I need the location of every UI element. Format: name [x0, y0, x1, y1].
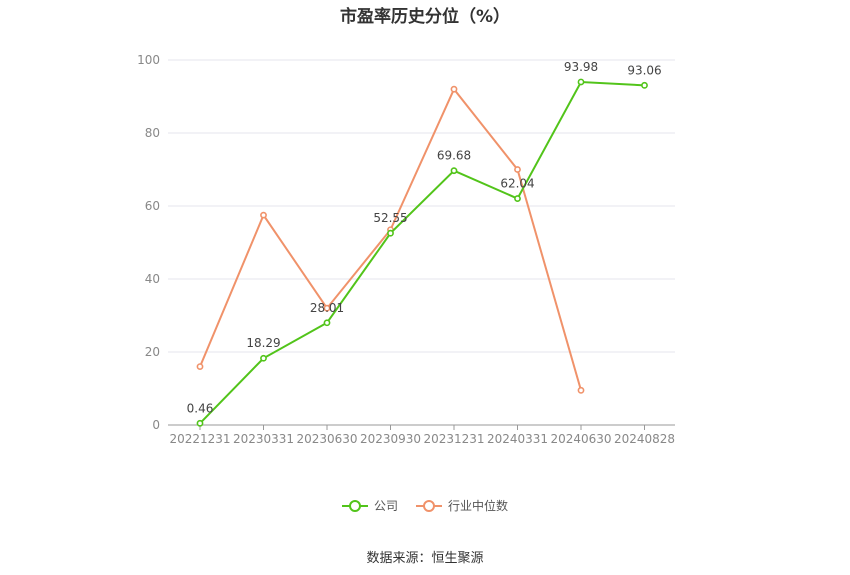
data-label: 52.55	[373, 211, 407, 225]
data-point	[514, 195, 521, 202]
data-labels: 0.46 18.29 28.01 52.55 69.68 62.04 93.98 93.06	[187, 60, 662, 415]
data-label: 28.01	[310, 301, 344, 315]
grid-lines	[168, 59, 675, 353]
x-tick-label: 20230930	[360, 432, 421, 446]
data-point	[577, 78, 585, 86]
data-label: 93.98	[564, 60, 598, 74]
data-point	[196, 363, 204, 370]
x-tick-label: 20240828	[614, 432, 675, 446]
y-tick-label: 20	[145, 345, 160, 359]
data-point	[577, 386, 585, 394]
x-tick-label: 20230630	[296, 432, 357, 446]
data-point	[260, 211, 267, 219]
legend-label-industry-median: 行业中位数	[448, 499, 509, 513]
series-line-0	[199, 80, 645, 425]
data-point	[514, 166, 521, 173]
legend-label-company: 公司	[373, 499, 398, 513]
data-label: 69.68	[437, 149, 471, 163]
data-point	[450, 167, 458, 175]
data-point	[196, 419, 204, 427]
legend: 公司 行业中位数	[0, 497, 850, 514]
data-point	[260, 354, 267, 362]
data-point	[450, 85, 458, 93]
data-point	[641, 81, 648, 89]
x-tick-label: 20240331	[487, 432, 548, 446]
x-tick-label: 20230331	[233, 432, 294, 446]
x-tick-label: 20221231	[169, 432, 230, 446]
y-tick-label: 60	[145, 199, 160, 213]
y-tick-label: 80	[145, 126, 160, 140]
source-note: 数据来源：恒生聚源	[366, 551, 484, 566]
legend-item-company[interactable]: 公司	[341, 497, 398, 514]
data-label: 62.04	[500, 177, 534, 191]
y-tick-label: 100	[137, 53, 160, 67]
data-label: 0.46	[187, 401, 214, 415]
chart-title: 市盈率历史分位（%）	[339, 7, 511, 27]
y-tick-label: 40	[145, 272, 160, 286]
y-tick-label: 0	[152, 418, 160, 432]
data-point	[323, 304, 331, 312]
legend-swatch-industry-median	[416, 499, 442, 513]
legend-item-industry-median[interactable]: 行业中位数	[416, 497, 508, 514]
data-point	[323, 319, 331, 327]
data-label: 93.06	[627, 63, 661, 77]
x-tick-label: 20240630	[550, 432, 611, 446]
data-point	[387, 229, 394, 237]
legend-swatch-company	[341, 499, 368, 513]
series-lines	[196, 78, 648, 427]
x-tick-label: 20231231	[423, 432, 484, 446]
data-label: 18.29	[246, 336, 280, 350]
